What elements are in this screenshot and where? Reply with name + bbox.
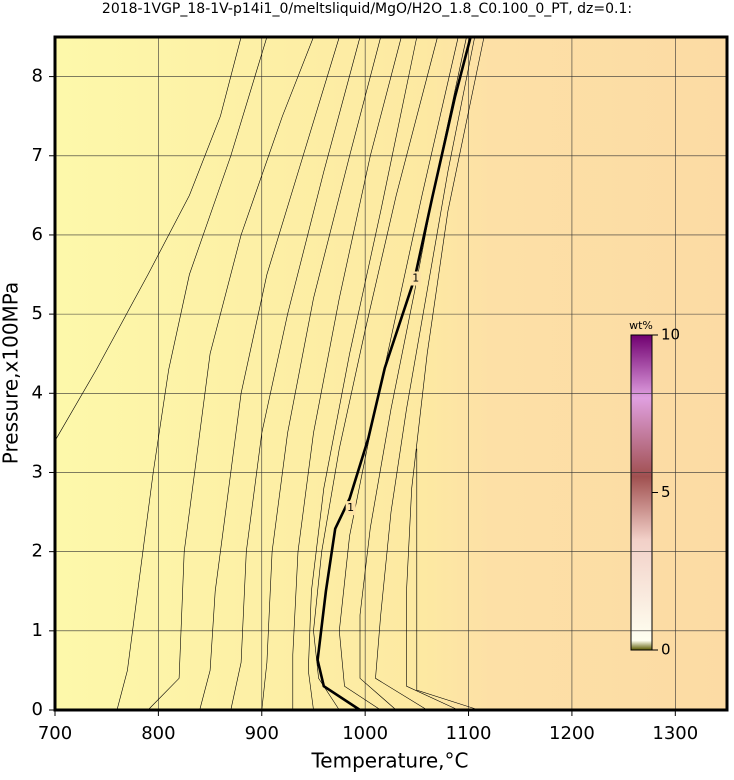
contour-line: [416, 448, 479, 711]
contour-label: 1: [347, 501, 354, 514]
contour-line: [307, 36, 418, 711]
y-tick-label: 3: [32, 461, 43, 482]
y-axis-label: Pressure,x100MPa: [0, 282, 23, 464]
contour-label-bg: [410, 271, 421, 286]
y-tick-label: 1: [32, 620, 43, 641]
colorbar-tick-label: 5: [661, 483, 671, 501]
x-tick-label: 800: [141, 723, 175, 744]
y-tick-label: 2: [32, 541, 43, 562]
plot-background: [55, 37, 727, 710]
contour-line: [147, 36, 314, 711]
x-tick-label: 900: [245, 723, 279, 744]
y-tick-label: 4: [32, 382, 43, 403]
x-tick-label: 1300: [652, 723, 698, 744]
plot-frame: [53, 35, 729, 712]
x-tick-label: 700: [38, 723, 72, 744]
contour-line: [375, 36, 475, 711]
contour-line: [406, 36, 485, 711]
contour-line: [199, 36, 340, 711]
x-tick-label: 1000: [342, 723, 388, 744]
y-tick-label: 8: [32, 66, 43, 87]
contour-label-bg: [345, 501, 356, 516]
contour-line: [359, 36, 467, 711]
y-tick-label: 7: [32, 145, 43, 166]
contour-label: 1: [412, 271, 419, 284]
contour-line: [54, 36, 242, 441]
contour-line: [116, 36, 268, 711]
contour-line: [313, 36, 438, 711]
colorbar-label: wt%: [629, 319, 653, 332]
y-tick-label: 5: [32, 303, 43, 324]
contour-line: [261, 36, 381, 711]
y-tick-label: 6: [32, 224, 43, 245]
contour-line: [230, 36, 361, 711]
y-tick-label: 0: [32, 699, 43, 720]
x-axis-label: Temperature,°C: [310, 749, 468, 773]
chart-title: 2018-1VGP_18-1V-p14i1_0/meltsliquid/MgO/…: [102, 1, 632, 17]
x-tick-label: 1100: [446, 723, 492, 744]
contour-line: [338, 36, 459, 711]
x-tick-label: 1200: [549, 723, 595, 744]
colorbar-tick-label: 10: [661, 326, 680, 344]
contour-line: [316, 36, 472, 712]
colorbar: [630, 334, 653, 651]
contour-line: [292, 36, 402, 710]
colorbar-tick-label: 0: [661, 641, 671, 659]
